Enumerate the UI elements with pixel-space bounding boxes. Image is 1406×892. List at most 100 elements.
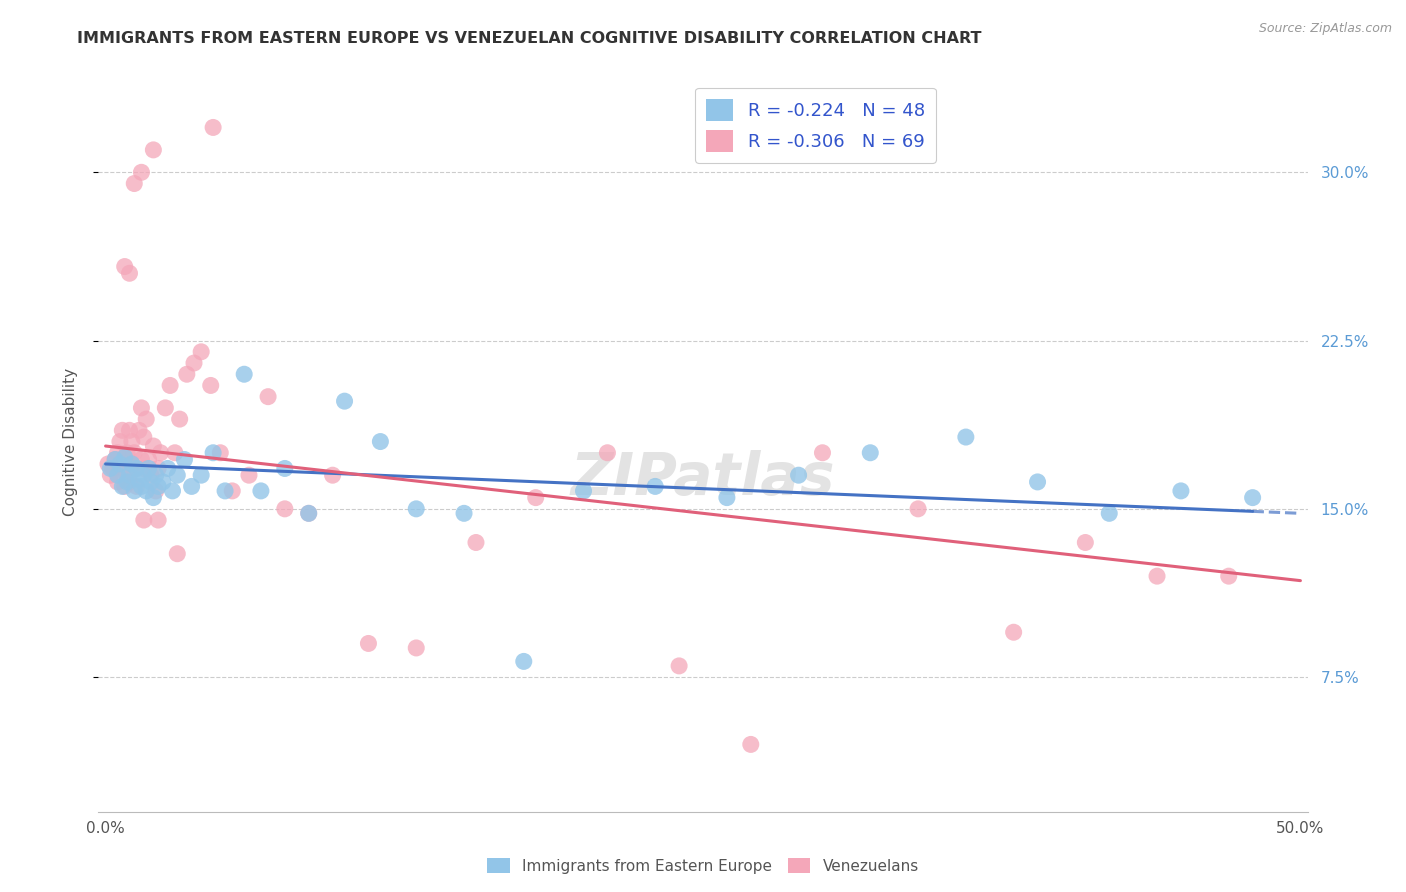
Point [118,266,141,280]
Point [180,479,202,493]
Point [146,513,169,527]
Point [139,468,162,483]
Point [122,483,145,498]
Point [114,452,136,467]
Point [155,401,177,415]
Point [274,501,297,516]
Point [98,461,121,475]
Point [107,446,129,460]
Point [221,483,243,498]
Point [118,468,141,483]
Point [121,457,143,471]
Point [190,344,212,359]
Point [173,452,195,467]
Point [122,446,145,460]
Point [274,461,297,475]
Point [333,394,356,409]
Point [1218,569,1240,583]
Point [166,468,188,483]
Point [1002,625,1025,640]
Point [121,457,143,471]
Point [107,468,129,483]
Point [131,479,153,493]
Point [257,390,280,404]
Point [145,483,167,498]
Point [322,468,344,483]
Text: Source: ZipAtlas.com: Source: ZipAtlas.com [1258,22,1392,36]
Point [1241,491,1264,505]
Point [122,177,145,191]
Point [132,430,155,444]
Point [176,368,198,382]
Point [98,468,121,483]
Point [162,483,184,498]
Text: IMMIGRANTS FROM EASTERN EUROPE VS VENEZUELAN COGNITIVE DISABILITY CORRELATION CH: IMMIGRANTS FROM EASTERN EUROPE VS VENEZU… [77,31,981,46]
Point [131,401,153,415]
Point [716,491,738,505]
Point [115,446,138,460]
Point [115,468,138,483]
Point [145,468,167,483]
Point [149,446,172,460]
Legend: Immigrants from Eastern Europe, Venezuelans: Immigrants from Eastern Europe, Venezuel… [481,852,925,880]
Point [740,738,762,752]
Point [202,120,225,135]
Point [118,423,141,437]
Point [298,506,321,520]
Point [1146,569,1168,583]
Point [107,475,129,489]
Point [146,461,169,475]
Point [644,479,666,493]
Point [97,457,120,471]
Point [118,475,141,489]
Point [131,165,153,179]
Point [142,491,165,505]
Point [233,368,256,382]
Point [159,378,181,392]
Point [209,446,232,460]
Point [114,479,136,493]
Y-axis label: Cognitive Disability: Cognitive Disability [63,368,77,516]
Point [108,434,131,449]
Point [811,446,834,460]
Point [955,430,977,444]
Point [132,461,155,475]
Point [859,446,882,460]
Point [166,547,188,561]
Point [125,461,148,475]
Point [1026,475,1049,489]
Point [183,356,205,370]
Point [111,479,134,493]
Point [465,535,488,549]
Point [152,475,174,489]
Point [104,452,127,467]
Point [132,513,155,527]
Point [114,450,136,465]
Point [108,457,131,471]
Point [169,412,191,426]
Text: ZIPatlas: ZIPatlas [571,450,835,507]
Point [135,483,157,498]
Point [125,461,148,475]
Point [357,636,380,650]
Point [101,461,124,475]
Point [298,506,321,520]
Point [1098,506,1121,520]
Point [142,439,165,453]
Point [907,501,929,516]
Point [513,654,536,668]
Point [135,412,157,426]
Point [104,452,127,467]
Point [163,446,186,460]
Point [139,475,162,489]
Point [238,468,260,483]
Point [405,501,427,516]
Point [138,461,160,475]
Point [128,423,150,437]
Point [202,446,225,460]
Point [190,468,212,483]
Point [111,461,134,475]
Point [1170,483,1192,498]
Point [1074,535,1097,549]
Point [142,143,165,157]
